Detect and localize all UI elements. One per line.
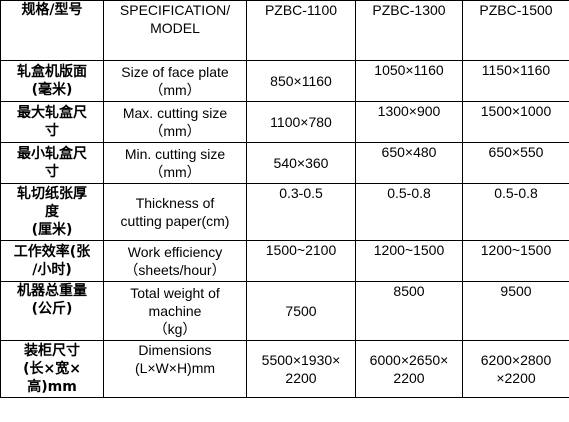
header-spec-cell: SPECIFICATION/ MODEL	[103, 0, 247, 61]
row-value-1300: 1300×900	[355, 101, 463, 143]
row-description: Size of face plate （mm）	[103, 60, 247, 102]
row-value-1500: 6200×2800 ×2200	[462, 340, 569, 398]
row-label: 轧切纸张厚 度 (厘米)	[0, 183, 104, 241]
row-value-1100: 5500×1930× 2200	[246, 340, 356, 398]
specification-table: 规格/型号 SPECIFICATION/ MODEL PZBC-1100 PZB…	[0, 0, 569, 398]
row-description: Min. cutting size （mm）	[103, 142, 247, 184]
table-row: 最大轧盒尺 寸 Max. cutting size （mm） 1100×780 …	[0, 101, 569, 143]
row-value-1100: 0.3-0.5	[246, 183, 356, 241]
row-value-1100: 1500~2100	[246, 240, 356, 282]
row-label: 装柜尺寸 (长×宽× 高)mm	[0, 340, 104, 398]
row-value-1300: 1200~1500	[355, 240, 463, 282]
table-row: 装柜尺寸 (长×宽× 高)mm Dimensions (L×W×H)mm 550…	[0, 340, 569, 398]
table-row: 轧盒机版面 (毫米) Size of face plate （mm） 850×1…	[0, 60, 569, 102]
row-value-1500: 650×550	[462, 142, 569, 184]
row-value-1500: 9500	[462, 281, 569, 341]
table-row: 最小轧盒尺 寸 Min. cutting size （mm） 540×360 6…	[0, 142, 569, 184]
row-description: Dimensions (L×W×H)mm	[103, 340, 247, 398]
row-value-1100: 540×360	[246, 142, 356, 184]
row-value-1500: 1200~1500	[462, 240, 569, 282]
row-value-1500: 1500×1000	[462, 101, 569, 143]
row-value-1100: 850×1160	[246, 60, 356, 102]
table-row: 工作效率(张 /小时) Work efficiency （sheets/hour…	[0, 240, 569, 282]
header-model-1500: PZBC-1500	[462, 0, 569, 61]
row-description: Total weight of machine （kg）	[103, 281, 247, 341]
header-model-1300: PZBC-1300	[355, 0, 463, 61]
header-label-cell: 规格/型号	[0, 0, 104, 61]
row-value-1300: 1050×1160	[355, 60, 463, 102]
row-value-1300: 650×480	[355, 142, 463, 184]
row-value-1300: 8500	[355, 281, 463, 341]
row-value-1300: 0.5-0.8	[355, 183, 463, 241]
row-label: 最小轧盒尺 寸	[0, 142, 104, 184]
row-description: Work efficiency （sheets/hour）	[103, 240, 247, 282]
row-label: 最大轧盒尺 寸	[0, 101, 104, 143]
table-header-row: 规格/型号 SPECIFICATION/ MODEL PZBC-1100 PZB…	[0, 0, 569, 61]
row-value-1100: 7500	[246, 281, 356, 341]
row-value-1500: 1150×1160	[462, 60, 569, 102]
row-value-1300: 6000×2650× 2200	[355, 340, 463, 398]
row-value-1100: 1100×780	[246, 101, 356, 143]
row-value-1500: 0.5-0.8	[462, 183, 569, 241]
row-description: Max. cutting size （mm）	[103, 101, 247, 143]
table-row: 机器总重量 (公斤) Total weight of machine （kg） …	[0, 281, 569, 341]
row-label: 轧盒机版面 (毫米)	[0, 60, 104, 102]
row-label: 工作效率(张 /小时)	[0, 240, 104, 282]
table-row: 轧切纸张厚 度 (厘米) Thickness of cutting paper(…	[0, 183, 569, 241]
row-label: 机器总重量 (公斤)	[0, 281, 104, 341]
header-model-1100: PZBC-1100	[246, 0, 356, 61]
row-description: Thickness of cutting paper(cm)	[103, 183, 247, 241]
